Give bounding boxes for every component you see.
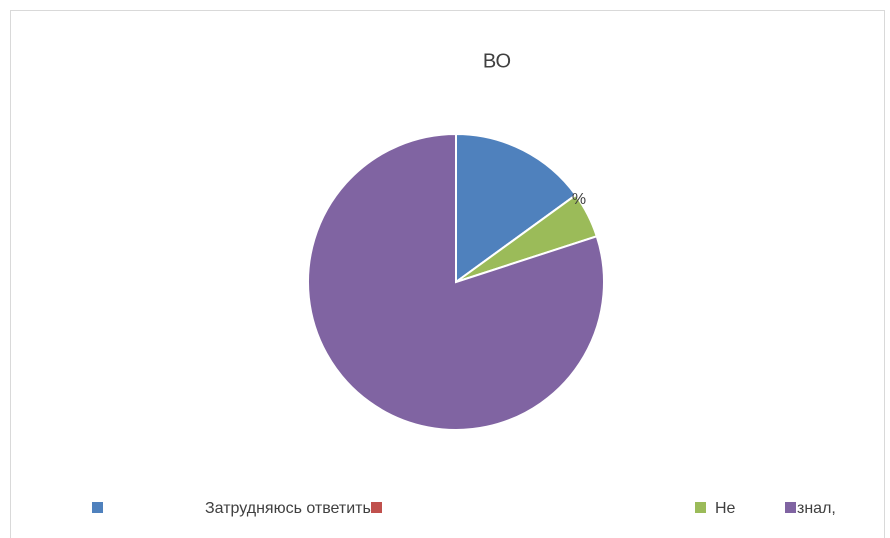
pie-slice [307,132,605,431]
legend-swatch [695,502,706,513]
legend-swatch [785,502,796,513]
legend-label: Не [715,500,736,517]
legend-swatch [92,502,103,513]
data-label: % [572,191,586,208]
legend-label: Затрудняюсь ответить. [205,500,375,517]
chart-title: ВО [483,50,511,72]
legend-label: знал, [797,500,836,517]
pie-slice [455,132,578,284]
legend-swatch [371,502,382,513]
